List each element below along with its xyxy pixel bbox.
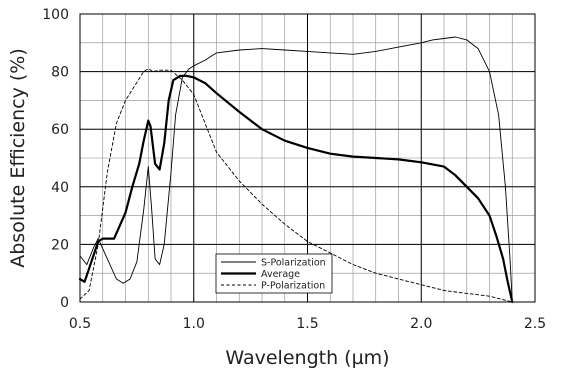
x-tick-label: 2.0 <box>410 316 432 332</box>
series-line-0 <box>79 36 513 303</box>
y-axis-title: Absolute Efficiency (%) <box>7 48 29 268</box>
y-axis-ticks: 0 20 40 60 80 100 <box>42 7 69 311</box>
x-tick-label: 2.5 <box>524 316 546 332</box>
y-tick-label: 40 <box>51 180 69 196</box>
legend-label: P-Polarization <box>261 281 325 292</box>
y-tick-label: 20 <box>51 237 69 253</box>
plot-frame <box>79 13 536 303</box>
y-tick-label: 60 <box>51 122 69 138</box>
x-axis-title: Wavelength (µm) <box>225 347 389 369</box>
legend-label: Average <box>261 269 300 280</box>
series-line-1 <box>78 74 514 304</box>
x-axis-ticks: 0.5 1.0 1.5 2.0 2.5 <box>69 316 546 332</box>
x-tick-label: 1.0 <box>183 316 205 332</box>
series-layer <box>78 36 514 304</box>
x-tick-label: 1.5 <box>296 316 318 332</box>
y-tick-label: 100 <box>42 7 69 23</box>
y-tick-label: 0 <box>60 295 69 311</box>
y-tick-label: 80 <box>51 65 69 81</box>
series-line-2 <box>79 68 513 303</box>
legend-label: S-Polarization <box>261 258 326 269</box>
x-tick-label: 0.5 <box>69 316 91 332</box>
